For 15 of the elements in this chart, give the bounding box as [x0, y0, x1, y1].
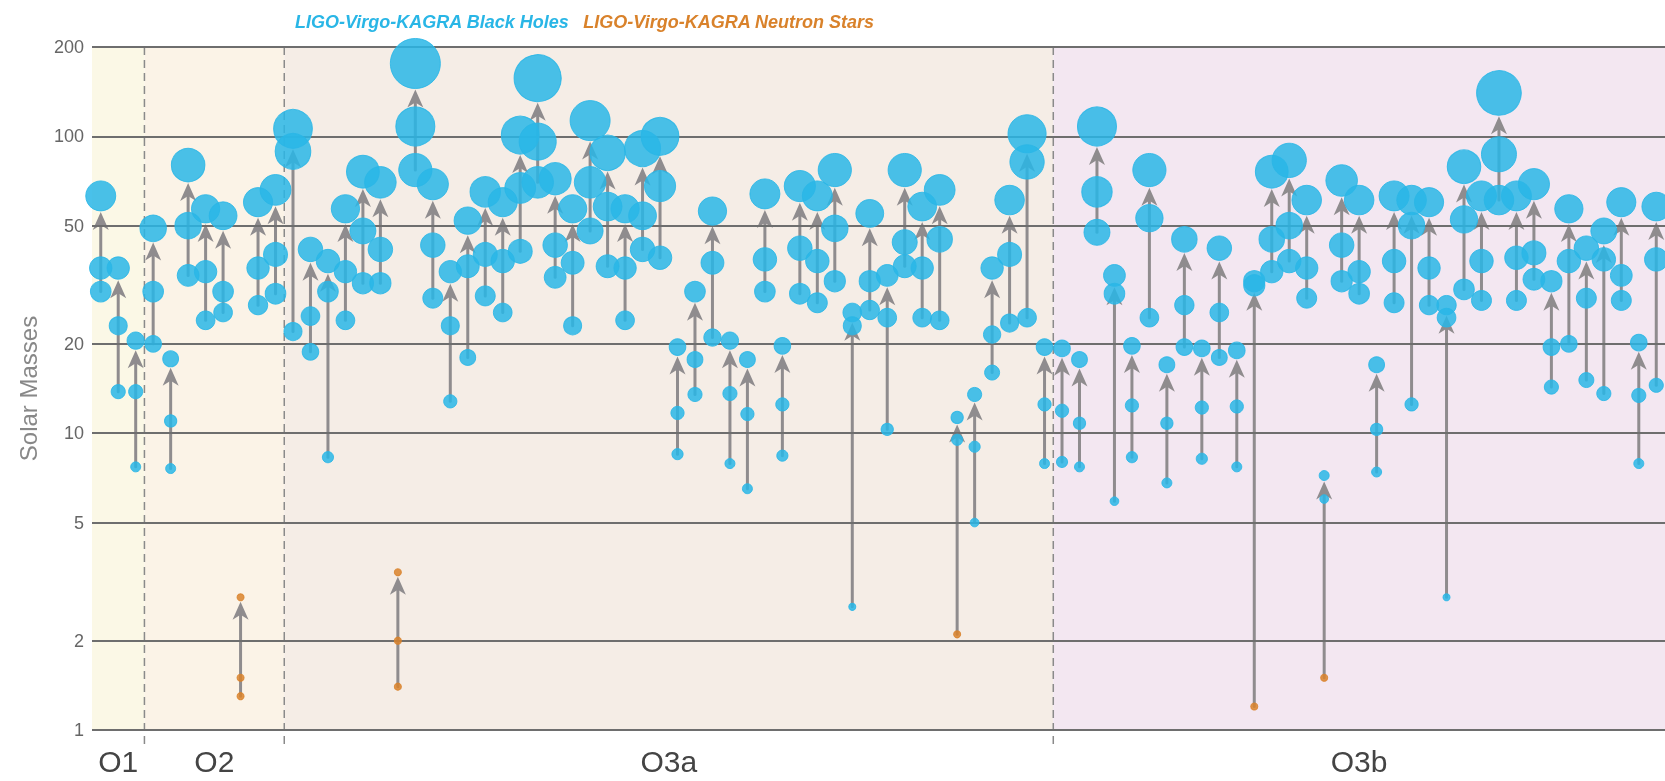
y-tick-label: 200	[53, 37, 84, 57]
y-tick-label: 20	[63, 333, 84, 354]
y-tick-label: 100	[53, 126, 84, 147]
y-tick-label: 10	[63, 423, 84, 444]
series-label: LIGO-Virgo-KAGRA Black Holes	[295, 12, 569, 32]
y-tick-label: 1	[73, 720, 84, 740]
y-tick-label: 2	[73, 630, 84, 651]
y-axis-title: Solar Masses	[14, 315, 42, 462]
text: O3b	[1330, 745, 1388, 778]
y-tick-label: 50	[63, 215, 84, 236]
y-tick-label: 5	[73, 512, 84, 533]
text: O3a	[640, 745, 698, 778]
text: LIGO-Virgo-KAGRA Neutron Stars	[583, 12, 875, 32]
text: O2	[194, 745, 235, 778]
text: O1	[98, 745, 139, 778]
